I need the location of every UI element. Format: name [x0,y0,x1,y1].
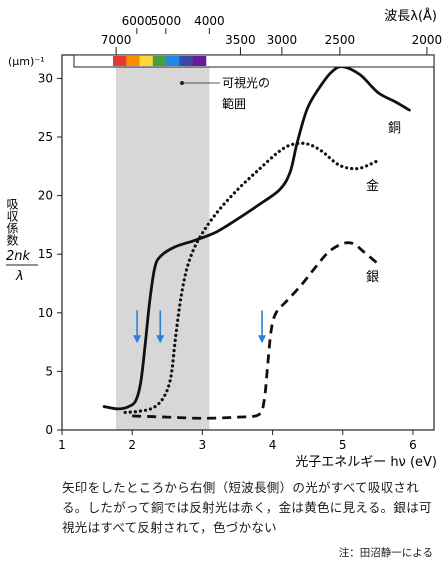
source-note: 注：田沼静一による [338,547,433,559]
figure-caption: 矢印をしたところから右側（短波長側）の光がすべて吸収される。したがって銅では反射… [62,480,432,535]
y-tick-label: 20 [38,189,53,203]
spectrum-band [166,56,180,66]
x-tick-label: 6 [409,438,417,452]
wavelength-tick-label: 6000 [122,14,153,28]
ylabel-denominator: λ [15,269,24,284]
wavelength-tick-label: 2500 [325,33,356,47]
series-gold-line [123,141,380,415]
wavelength-axis-label: 波長λ(Å) [384,8,437,24]
absorption-edge-arrowhead [258,335,267,344]
absorption-edge-arrowhead [156,335,165,344]
spectrum-color-bands [113,56,207,66]
y-tick-label: 10 [38,306,53,320]
series-silver-line [132,241,379,420]
wavelength-tick-label: 7000 [101,33,132,47]
visible-light-region [116,67,210,430]
ylabel-numerator: 2nk [6,249,31,264]
wavelength-tick-label: 2000 [412,33,443,47]
visible-region-pointer-dot [180,81,184,85]
spectrum-band [192,56,207,66]
y-tick-label: 15 [38,247,53,261]
y-unit: (μm)⁻¹ [8,55,45,68]
x-tick-label: 2 [128,438,136,452]
x-tick-label: 4 [269,438,277,452]
y-tick-label: 30 [38,71,53,85]
wavelength-tick-label: 3000 [267,33,298,47]
x-axis-label: 光子エネルギー hν (eV) [295,455,437,470]
y-tick-label: 25 [38,130,53,144]
spectrum-band [113,56,127,66]
y-tick-label: 5 [45,364,53,378]
spectrum-band [139,56,154,66]
series-label-silver: 銀 [366,270,379,285]
visible-region-label-line2: 範囲 [222,96,246,111]
y-tick-label: 0 [45,423,53,437]
wavelength-tick-label: 5000 [151,14,182,28]
y-axis-label: (μm)⁻¹ 吸収係数 2nk λ [5,55,45,284]
x-tick-label: 1 [58,438,66,452]
absorption-edge-arrowhead [133,335,142,344]
x-tick-label: 5 [339,438,347,452]
series-label-gold: 金 [366,178,379,194]
spectrum-band [126,56,140,66]
spectrum-band [179,56,194,66]
x-tick-label: 3 [199,438,207,452]
spectrum-band [152,56,167,66]
wavelength-tick-label: 4000 [194,14,225,28]
wavelength-tick-label: 3500 [225,33,256,47]
ylabel-text: 吸収係数 [5,198,19,247]
series-label-copper: 銅 [388,121,401,136]
visible-region-label-line1: 可視光の [222,75,270,90]
visible-region-annotation: 可視光の 範囲 [180,75,270,111]
